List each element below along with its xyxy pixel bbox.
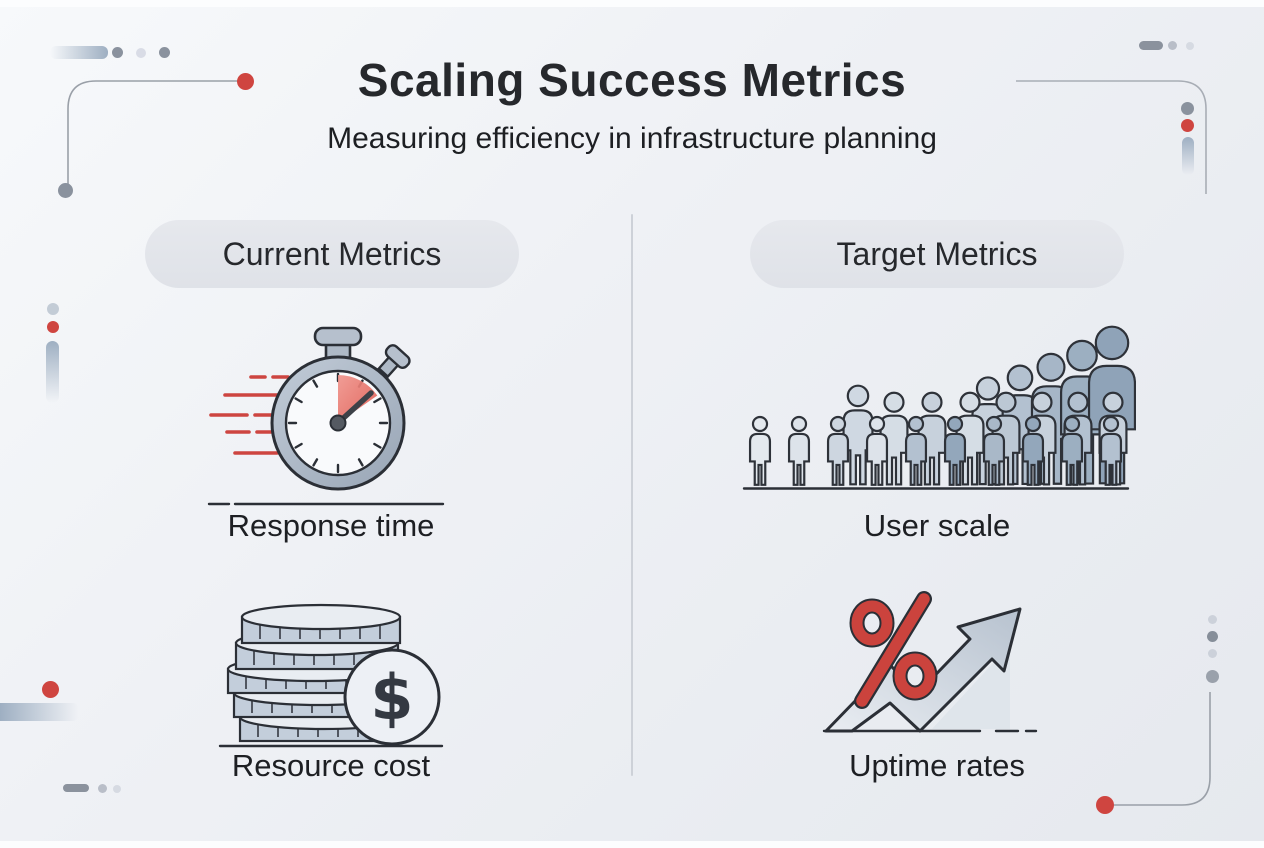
fading-bar-right: [1182, 137, 1194, 175]
bottom-edge-strip: [0, 841, 1264, 848]
decor-dot: [98, 784, 107, 793]
resource-cost-item: $: [206, 585, 456, 757]
corner-line-bottom-right: [1112, 692, 1211, 806]
fading-bar-left: [46, 341, 59, 403]
coin-stack-icon: $: [218, 603, 444, 748]
decor-dot: [159, 47, 170, 58]
top-edge-strip: [0, 0, 1264, 7]
column-divider: [631, 214, 633, 776]
decor-dot: [113, 785, 121, 793]
percent-sign: [849, 591, 938, 709]
corner-line-top-right: [1016, 80, 1207, 194]
red-accent-dot: [1096, 796, 1114, 814]
response-time-label: Response time: [227, 508, 435, 543]
page-subtitle: Measuring efficiency in infrastructure p…: [327, 122, 937, 155]
corner-line-top-left: [67, 80, 244, 188]
decor-bar-top-right: [1139, 41, 1163, 50]
uptime-rates-item: [812, 583, 1062, 755]
decor-dot: [1181, 102, 1194, 115]
decor-dot: [58, 183, 73, 198]
fading-bar-bottom-left: [0, 703, 78, 721]
target-metrics-label: Target Metrics: [836, 235, 1038, 272]
user-scale-label: User scale: [863, 508, 1011, 543]
decor-dot: [1206, 670, 1219, 683]
dollar-sign: $: [370, 661, 413, 734]
red-accent-dot: [47, 321, 59, 333]
percent-growth-arrow-icon: [822, 591, 1038, 733]
decor-bar-bottom-left: [63, 784, 89, 792]
red-accent-dot: [1181, 119, 1194, 132]
decor-dot: [1207, 631, 1218, 642]
decor-dot: [1168, 41, 1177, 50]
decor-dot: [1186, 42, 1194, 50]
user-scale-item: [736, 308, 1137, 500]
red-accent-dot: [237, 73, 254, 90]
decor-dot: [1208, 615, 1217, 624]
uptime-rates-label: Uptime rates: [849, 748, 1025, 783]
decor-dot: [47, 303, 59, 315]
user-crowd-icon: [742, 325, 1137, 490]
current-metrics-label: Current Metrics: [222, 235, 442, 272]
fading-bar-top-left: [50, 46, 108, 59]
red-accent-dot: [42, 681, 59, 698]
decor-dot: [1208, 649, 1217, 658]
response-time-item: [191, 320, 471, 515]
current-metrics-pill: Current Metrics: [145, 220, 519, 288]
stopwatch-icon: [207, 326, 445, 506]
resource-cost-label: Resource cost: [231, 748, 431, 783]
decor-dot: [112, 47, 123, 58]
target-metrics-pill: Target Metrics: [750, 220, 1124, 288]
decor-dot: [136, 48, 146, 58]
page-title: Scaling Success Metrics: [357, 54, 907, 106]
